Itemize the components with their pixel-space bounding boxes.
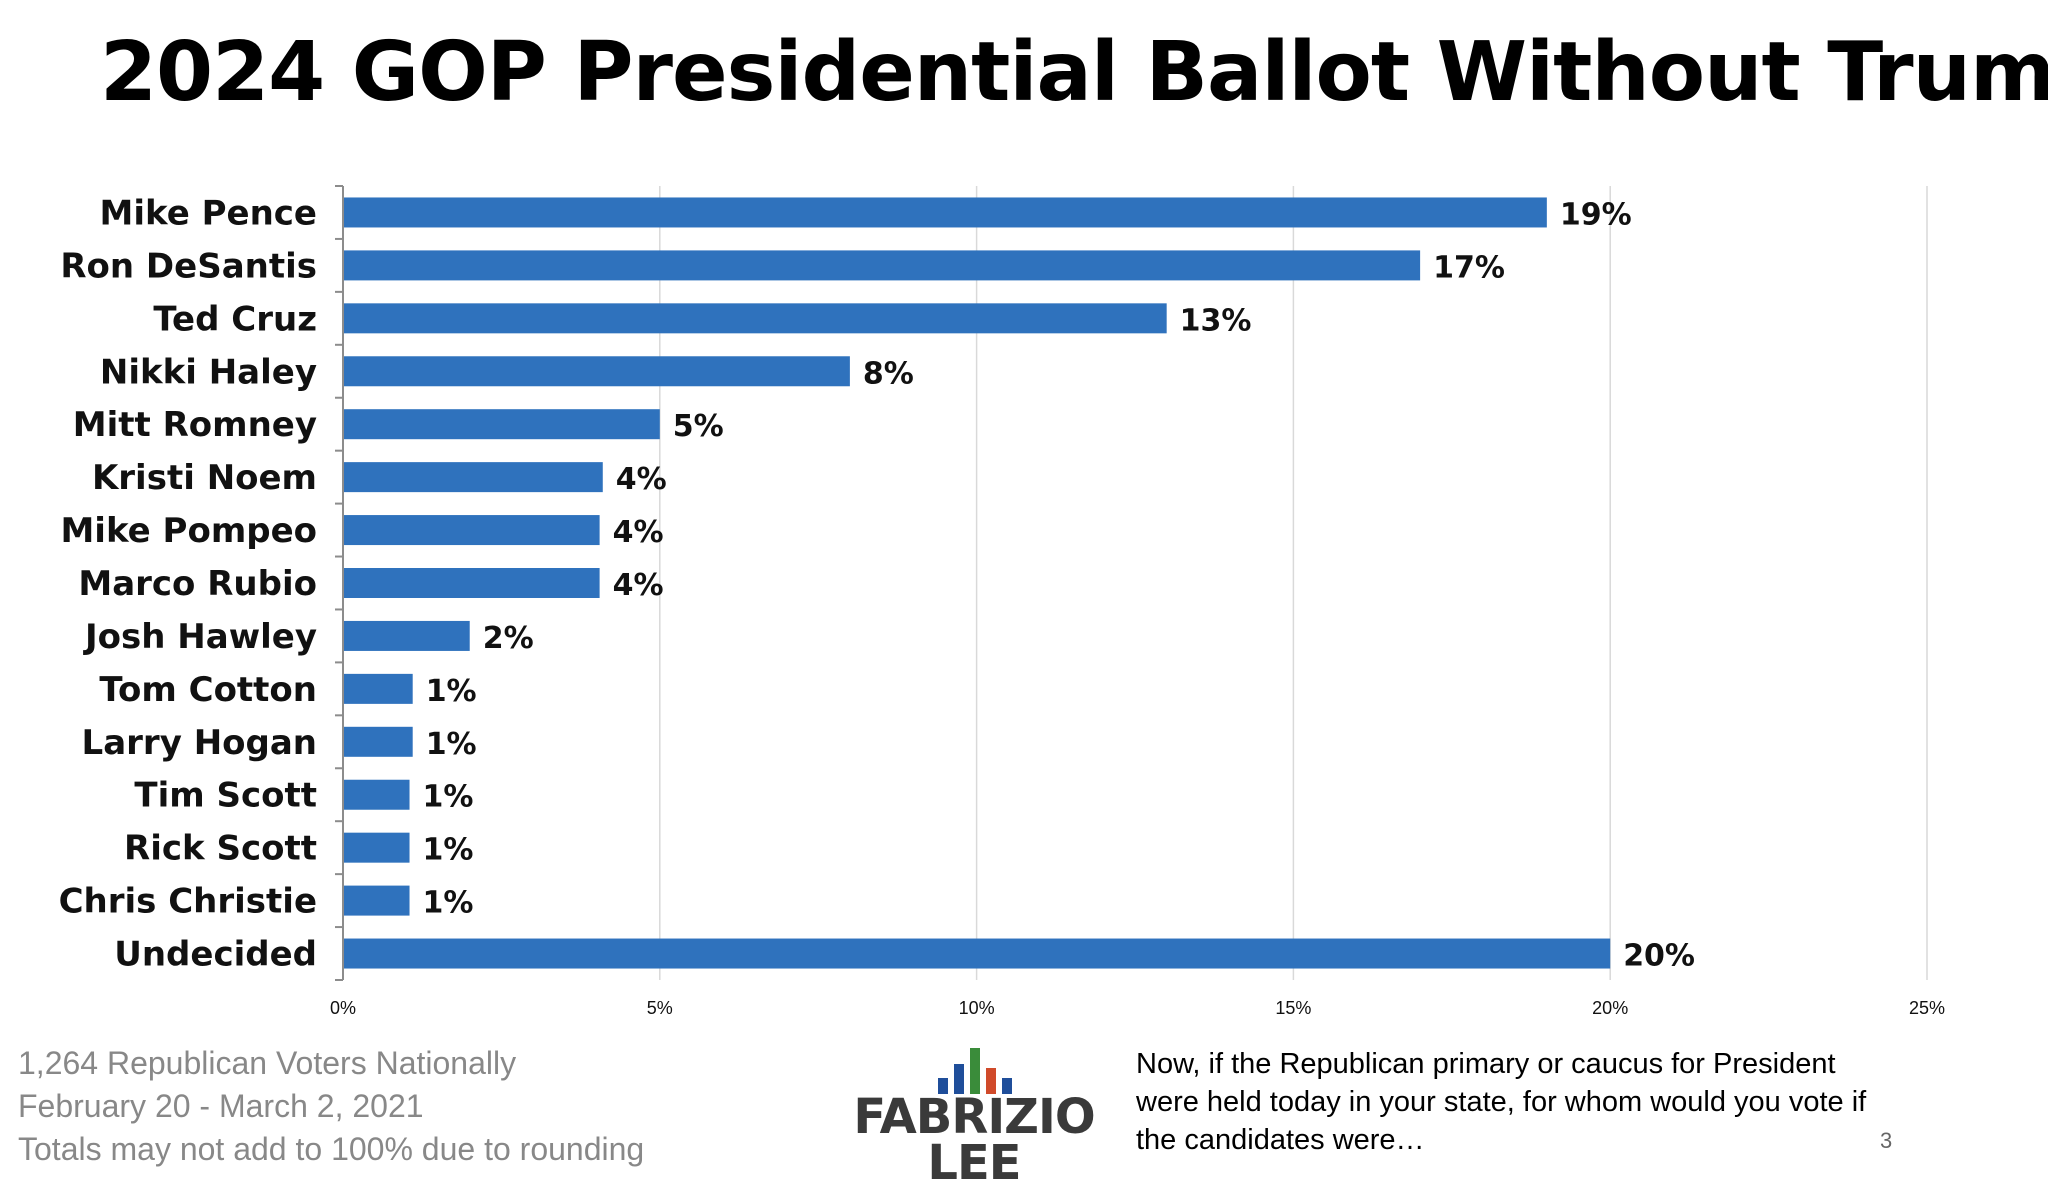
bar xyxy=(344,303,1167,334)
bar xyxy=(344,250,1421,281)
chart-title: 2024 GOP Presidential Ballot Without Tru… xyxy=(100,25,2048,120)
logo-bar xyxy=(970,1048,980,1094)
value-label: 1% xyxy=(426,727,477,762)
bar xyxy=(344,673,413,704)
question-line-1: Now, if the Republican primary or caucus… xyxy=(1136,1048,1836,1080)
value-label: 20% xyxy=(1623,939,1695,974)
rounding-note: Totals may not add to 100% due to roundi… xyxy=(18,1131,645,1167)
question-line-3: the candidates were… xyxy=(1136,1124,1425,1156)
logo-bar xyxy=(986,1068,996,1094)
x-tick-label: 25% xyxy=(1909,998,1945,1018)
category-label: Tom Cotton xyxy=(99,670,317,710)
x-tick-label: 20% xyxy=(1592,998,1628,1018)
bar xyxy=(344,779,410,810)
x-tick-label: 15% xyxy=(1275,998,1311,1018)
value-label: 4% xyxy=(613,568,664,603)
x-tick-label: 0% xyxy=(330,998,356,1018)
value-label: 4% xyxy=(613,515,664,550)
x-tick-label: 5% xyxy=(647,998,673,1018)
category-label: Rick Scott xyxy=(124,829,317,869)
x-tick-label: 10% xyxy=(959,998,995,1018)
logo-bars-icon xyxy=(848,1048,1102,1094)
bar xyxy=(344,832,410,863)
value-label: 1% xyxy=(423,833,474,868)
category-label: Larry Hogan xyxy=(82,723,317,763)
category-label: Tim Scott xyxy=(134,776,317,816)
page-number: 3 xyxy=(1880,1128,1893,1153)
bar xyxy=(344,356,850,387)
axes xyxy=(335,185,344,981)
value-label: 17% xyxy=(1433,250,1505,285)
bar xyxy=(344,620,470,651)
bar xyxy=(344,726,413,757)
logo-bar xyxy=(938,1078,948,1094)
category-label: Kristi Noem xyxy=(92,458,317,498)
sample-size: 1,264 Republican Voters Nationally xyxy=(18,1045,517,1081)
bar xyxy=(344,515,600,546)
bars xyxy=(344,197,1611,969)
question-line-2: were held today in your state, for whom … xyxy=(1136,1086,1867,1118)
value-label: 2% xyxy=(483,621,534,656)
survey-info: 1,264 Republican Voters Nationally Febru… xyxy=(18,1042,644,1171)
value-label: 1% xyxy=(423,780,474,815)
category-label: Mike Pence xyxy=(100,193,317,233)
logo-bar xyxy=(954,1064,964,1094)
category-label: Ron DeSantis xyxy=(60,246,317,286)
survey-question: Now, if the Republican primary or caucus… xyxy=(1136,1045,1896,1159)
bar xyxy=(344,885,410,916)
category-label: Ted Cruz xyxy=(153,299,317,339)
bar xyxy=(344,197,1547,228)
logo-line-2: LEE xyxy=(927,1135,1021,1191)
fabrizio-lee-logo: FABRIZIO LEE xyxy=(846,1048,1102,1191)
value-label: 8% xyxy=(863,356,914,391)
bar xyxy=(344,938,1611,969)
bar-chart: 0% 5% 10% 15% 20% 25% Mike Pence 19% Ron DeSanti… xyxy=(59,185,1945,1018)
value-label: 1% xyxy=(426,674,477,709)
category-label: Mike Pompeo xyxy=(60,511,317,551)
category-label: Mitt Romney xyxy=(73,405,317,445)
category-label: Chris Christie xyxy=(59,882,317,922)
category-label: Nikki Haley xyxy=(100,352,317,392)
labels: 0% 5% 10% 15% 20% 25% Mike Pence 19% Ron DeSanti… xyxy=(59,193,1945,1018)
category-label: Marco Rubio xyxy=(78,564,317,604)
logo-line-1: FABRIZIO xyxy=(853,1089,1095,1145)
bar xyxy=(344,462,603,493)
value-label: 13% xyxy=(1180,303,1252,338)
value-label: 1% xyxy=(423,886,474,921)
value-label: 19% xyxy=(1560,197,1632,232)
value-label: 5% xyxy=(673,409,724,444)
logo-bar xyxy=(1002,1078,1012,1094)
bar xyxy=(344,409,660,440)
category-label: Josh Hawley xyxy=(83,617,317,657)
field-dates: February 20 - March 2, 2021 xyxy=(18,1088,424,1124)
bar xyxy=(344,568,600,598)
value-label: 4% xyxy=(616,462,667,497)
category-label: Undecided xyxy=(114,935,317,975)
